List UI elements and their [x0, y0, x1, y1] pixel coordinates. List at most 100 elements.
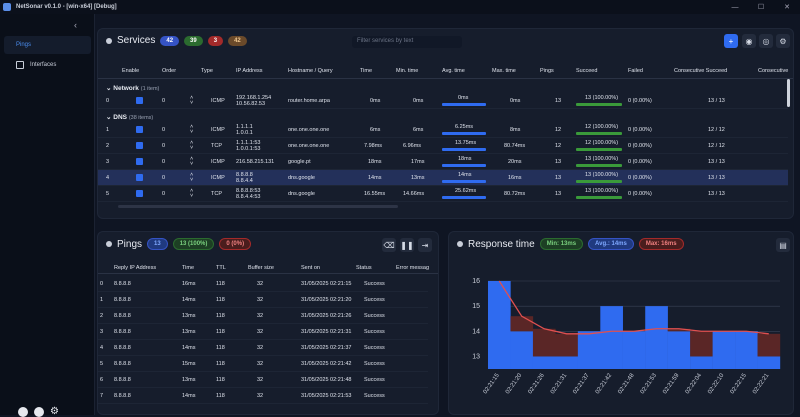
col-order[interactable]: Order — [162, 68, 177, 74]
bar — [510, 331, 534, 369]
group-dns[interactable]: ⌄ DNS (38 items) — [106, 114, 154, 121]
clear-pings-button[interactable]: ⌫ — [382, 238, 396, 252]
pause-button[interactable]: ❚❚ — [400, 238, 414, 252]
col-consec-succeed[interactable]: Consecutive Succeed — [674, 68, 728, 74]
network-card-icon — [16, 61, 24, 69]
y-tick-label: 15 — [472, 303, 480, 310]
minimize-icon[interactable]: — — [731, 3, 739, 11]
col-enable[interactable]: Enable — [122, 68, 140, 74]
start-all-button[interactable]: ◉ — [742, 34, 756, 48]
col-ttl[interactable]: TTL — [216, 265, 226, 271]
refresh-button[interactable]: ◎ — [759, 34, 773, 48]
enable-checkbox[interactable] — [136, 126, 143, 133]
services-vertical-scrollbar[interactable] — [787, 79, 790, 107]
col-succeed[interactable]: Succeed — [576, 68, 598, 74]
services-table-header: Enable Order Type IP Address Hostname / … — [98, 65, 793, 79]
col-consec[interactable]: Consecutive — [758, 68, 789, 74]
services-search-input[interactable]: Filter services by text — [352, 36, 462, 48]
col-type[interactable]: Type — [201, 68, 213, 74]
table-row[interactable]: 1 0 ˄ ˅ ICMP 1.1.1.1 1.0.0.1 one.one.one.… — [98, 122, 788, 138]
ping-cell-status: Success — [364, 313, 385, 319]
col-error[interactable]: Error messag — [396, 265, 430, 271]
add-service-button[interactable]: + — [724, 34, 738, 48]
ping-cell-idx: 2 — [100, 313, 104, 319]
enable-checkbox[interactable] — [136, 142, 143, 149]
sidebar-item-interfaces[interactable]: Interfaces — [4, 56, 91, 74]
col-max[interactable]: Max. time — [492, 68, 516, 74]
close-icon[interactable]: ✕ — [784, 4, 790, 11]
settings-gear-icon[interactable]: ⚙ — [50, 406, 59, 417]
ping-row[interactable]: 3 8.8.8.8 13ms 118 32 31/05/2025 02:21:31 Succ… — [98, 324, 428, 340]
col-hostname[interactable]: Hostname / Query — [288, 68, 333, 74]
table-row[interactable]: 2 0 ˄ ˅ TCP 1.1.1.1:53 1.0.0.1:53 one.one… — [98, 138, 788, 154]
order-stepper[interactable]: ˄ ˅ — [190, 188, 194, 199]
ping-row[interactable]: 4 8.8.8.8 14ms 118 32 31/05/2025 02:21:37 Succ… — [98, 340, 428, 356]
ping-row[interactable]: 2 8.8.8.8 13ms 118 32 31/05/2025 02:21:26 Succ… — [98, 308, 428, 324]
x-tick-label: 02:21:48 — [617, 372, 636, 395]
col-avg[interactable]: Avg. time — [442, 68, 465, 74]
bar — [712, 331, 736, 369]
col-reply-ip[interactable]: Reply IP Address — [114, 265, 157, 271]
ping-failed-badge: 0 (0%) — [219, 238, 252, 250]
group-network[interactable]: ⌄ Network (1 item) — [106, 85, 160, 92]
sidebar-item-label: Pings — [16, 42, 32, 48]
github-icon[interactable] — [18, 407, 28, 417]
avg-badge: Avg.: 14ms — [588, 238, 634, 250]
col-time[interactable]: Time — [182, 265, 195, 271]
table-row[interactable]: 0 0 ˄ ˅ ICMP 192.168.1.254 10.56.82.53 ro… — [98, 93, 788, 109]
col-failed[interactable]: Failed — [628, 68, 643, 74]
export-button[interactable]: ⇥ — [418, 238, 432, 252]
maximize-icon[interactable]: ☐ — [757, 4, 765, 11]
col-buffer[interactable]: Buffer size — [248, 265, 274, 271]
order-stepper[interactable]: ˄ ˅ — [190, 140, 194, 151]
ping-row[interactable]: 6 8.8.8.8 13ms 118 32 31/05/2025 02:21:48 Succ… — [98, 372, 428, 388]
ping-cell-idx: 6 — [100, 377, 104, 383]
table-row-selected[interactable]: 4 0 ˄ ˅ ICMP 8.8.8.8 8.8.4.4 dns.google 1… — [98, 170, 788, 186]
ping-cell-sent: 31/05/2025 02:21:48 — [301, 377, 352, 383]
enable-checkbox[interactable] — [136, 174, 143, 181]
ping-row[interactable]: 5 8.8.8.8 15ms 118 32 31/05/2025 02:21:42 Succ… — [98, 356, 428, 372]
col-sent-on[interactable]: Sent on — [301, 265, 320, 271]
enable-checkbox[interactable] — [136, 158, 143, 165]
ping-row[interactable]: 7 8.8.8.8 14ms 118 32 31/05/2025 02:21:53 Succ… — [98, 388, 428, 404]
table-row[interactable]: 5 0 ˄ ˅ TCP 8.8.8.8:53 8.8.4.4:53 dns.goo… — [98, 186, 788, 202]
order-stepper[interactable]: ˄ ˅ — [190, 156, 194, 167]
chart-menu-button[interactable]: ▤ — [776, 238, 790, 252]
services-title: Services — [117, 35, 156, 46]
order-stepper[interactable]: ˄ ˅ — [190, 95, 194, 106]
discord-icon[interactable] — [34, 407, 44, 417]
x-tick-label: 02:21:42 — [595, 372, 614, 395]
order-stepper[interactable]: ˄ ˅ — [190, 124, 194, 135]
x-tick-label: 02:21:20 — [505, 372, 524, 395]
settings-button[interactable]: ⚙ — [776, 34, 790, 48]
table-row[interactable]: 3 0 ˄ ˅ ICMP 216.58.215.131 google.pt 18m… — [98, 154, 788, 170]
below-avg-band — [510, 316, 534, 332]
col-time[interactable]: Time — [360, 68, 373, 74]
below-avg-band — [555, 333, 579, 357]
y-tick-label: 13 — [472, 353, 480, 360]
x-tick-label: 02:22:21 — [752, 372, 771, 395]
collapse-sidebar-icon[interactable]: ‹ — [74, 20, 77, 30]
ping-cell-ip: 8.8.8.8 — [114, 393, 131, 399]
sidebar-item-pings[interactable]: Pings — [4, 36, 91, 54]
ping-row[interactable]: 0 8.8.8.8 16ms 118 32 31/05/2025 02:21:15 Succ… — [98, 276, 428, 292]
ping-cell-idx: 3 — [100, 329, 104, 335]
col-pings[interactable]: Pings — [540, 68, 554, 74]
ping-cell-idx: 1 — [100, 297, 104, 303]
x-tick-label: 02:21:15 — [483, 372, 502, 395]
col-status[interactable]: Status — [356, 265, 372, 271]
x-tick-label: 02:22:15 — [730, 372, 749, 395]
order-stepper[interactable]: ˄ ˅ — [190, 172, 194, 183]
ping-cell-sent: 31/05/2025 02:21:26 — [301, 313, 352, 319]
ping-cell-buf: 32 — [257, 377, 264, 383]
enable-checkbox[interactable] — [136, 190, 143, 197]
col-ip[interactable]: IP Address — [236, 68, 263, 74]
enable-checkbox[interactable] — [136, 97, 143, 104]
ping-cell-status: Success — [364, 297, 385, 303]
col-min[interactable]: Min. time — [396, 68, 419, 74]
min-badge: Min: 13ms — [539, 238, 584, 250]
window-title: NetSonar v0.1.0 - [win-x64] [Debug] — [16, 4, 117, 10]
services-horizontal-scrollbar[interactable] — [118, 205, 398, 208]
ping-row[interactable]: 1 8.8.8.8 14ms 118 32 31/05/2025 02:21:20 Succ… — [98, 292, 428, 308]
x-tick-label: 02:21:59 — [662, 372, 681, 395]
